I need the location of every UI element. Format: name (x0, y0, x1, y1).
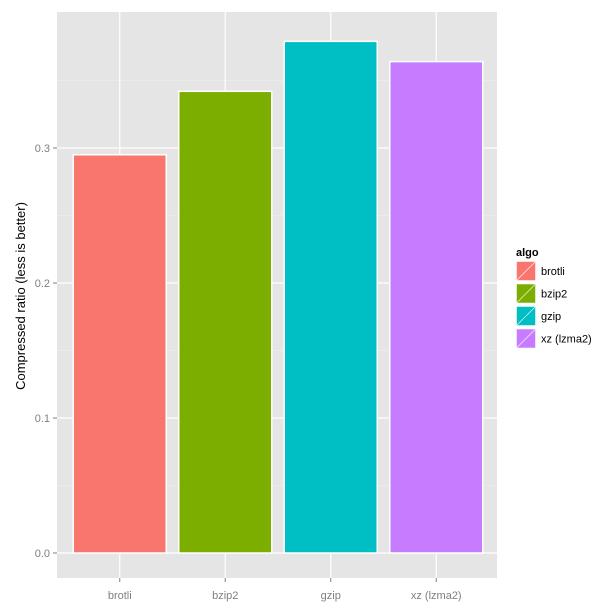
y-tick-label: 0.2 (35, 278, 50, 290)
x-tick-label: xz (lzma2) (411, 590, 462, 602)
y-tick-label: 0.1 (35, 413, 50, 425)
legend-label: gzip (541, 311, 561, 323)
legend-label: brotli (541, 266, 565, 278)
legend: algo brotli bzip2 gzip xz (lzma2) (515, 247, 592, 350)
x-tick-label: bzip2 (212, 590, 238, 602)
legend-key-slash (516, 284, 536, 303)
x-axis-ticks: brotli bzip2 gzip xz (lzma2) (108, 578, 462, 602)
legend-label: xz (lzma2) (541, 334, 592, 346)
legend-entry: xz (lzma2) (515, 327, 592, 350)
y-axis-title: Compressed ratio (less is better) (13, 202, 28, 390)
x-tick-label: gzip (321, 590, 341, 602)
bars (72, 40, 484, 554)
legend-entry: bzip2 (515, 282, 567, 305)
x-tick-label: brotli (108, 590, 132, 602)
y-axis-ticks: 0.0 0.1 0.2 0.3 (35, 143, 57, 560)
legend-label: bzip2 (541, 289, 567, 301)
bar (389, 60, 484, 554)
y-tick-label: 0.3 (35, 143, 50, 155)
legend-entry: brotli (515, 260, 565, 282)
y-tick-label: 0.0 (35, 548, 50, 560)
legend-key-slash (516, 261, 536, 281)
bar (72, 154, 167, 554)
bar (178, 90, 273, 554)
legend-key-slash (516, 329, 536, 348)
bar (283, 40, 378, 554)
legend-key-slash (516, 306, 536, 326)
legend-title: algo (516, 247, 539, 259)
legend-entry: gzip (515, 305, 561, 327)
